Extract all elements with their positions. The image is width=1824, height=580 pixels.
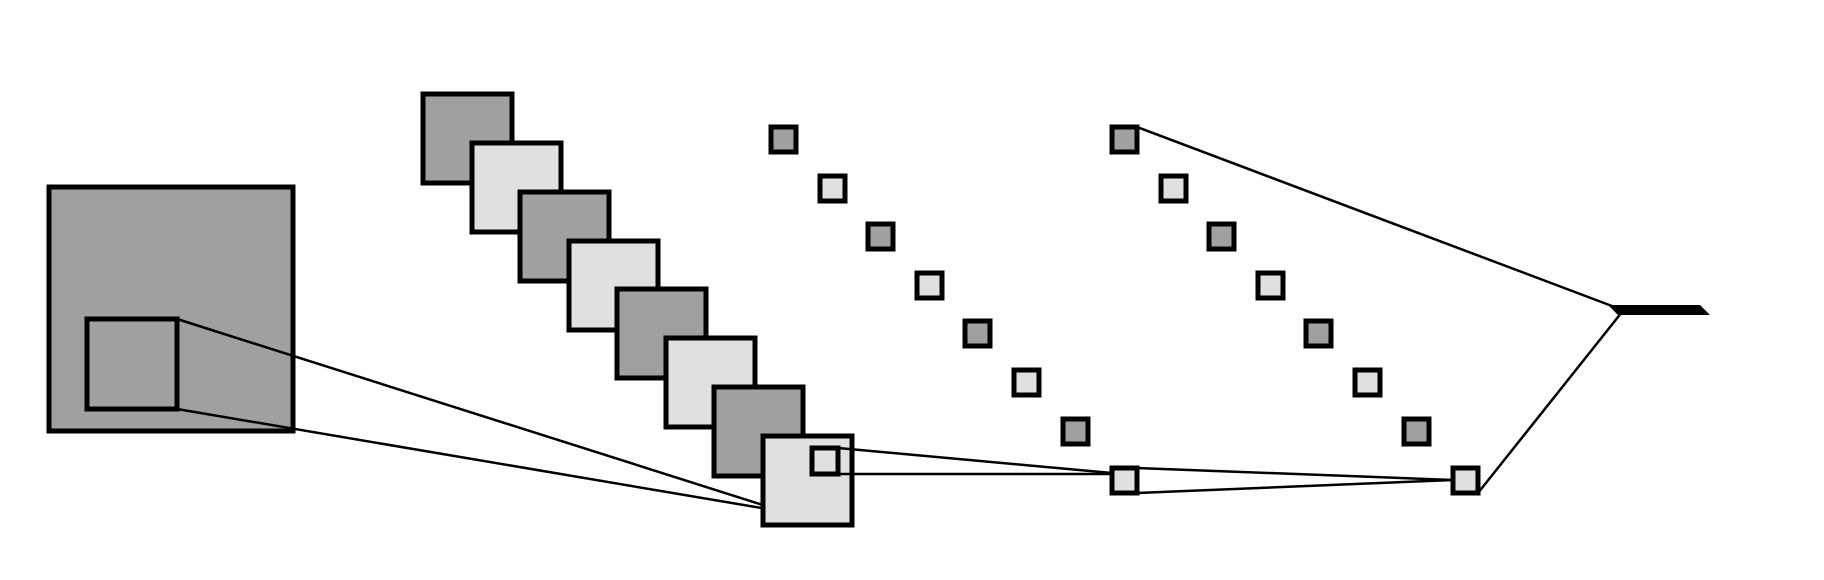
hidden-unit-6: [1352, 367, 1383, 398]
connection-line: [1136, 478, 1454, 495]
pooled-unit-4: [914, 270, 945, 301]
input-stage: [46, 184, 296, 434]
connection-line: [1477, 311, 1623, 494]
hidden-unit-5: [1303, 318, 1334, 349]
connection-line: [1136, 466, 1454, 482]
hidden-unit-7: [1401, 416, 1432, 447]
hidden-unit-1: [1109, 124, 1140, 155]
pooled-unit-2: [817, 173, 848, 204]
output-stage: [1608, 305, 1710, 315]
pooled-unit-1: [768, 124, 799, 155]
conv-to-pool-connections: [837, 446, 1113, 476]
pooled-unit-5: [962, 318, 993, 349]
pooled-unit-3: [865, 221, 896, 252]
hidden-unit-bottom: [1450, 465, 1481, 496]
input-to-conv-connections: [176, 317, 786, 514]
pooled-units: [768, 124, 1091, 447]
hidden-units: [1109, 124, 1481, 496]
hidden-unit-3: [1206, 221, 1237, 252]
input-receptive-field: [84, 316, 180, 412]
conv-feature-maps: [420, 91, 855, 528]
pooling-window: [809, 445, 841, 477]
hidden-to-output-connections: [1136, 125, 1623, 494]
pooled-unit-bottom: [1109, 465, 1140, 496]
output-unit: [1608, 305, 1710, 315]
connection-line: [176, 407, 786, 514]
pool-to-hidden-connections: [1136, 466, 1454, 495]
pooled-unit-6: [1011, 367, 1042, 398]
pooled-unit-7: [1060, 416, 1091, 447]
connection-line: [176, 317, 786, 514]
hidden-unit-2: [1158, 173, 1189, 204]
hidden-unit-4: [1255, 270, 1286, 301]
connection-line: [837, 446, 1113, 475]
connection-line: [1136, 125, 1613, 308]
feature-map-4: [566, 238, 661, 333]
